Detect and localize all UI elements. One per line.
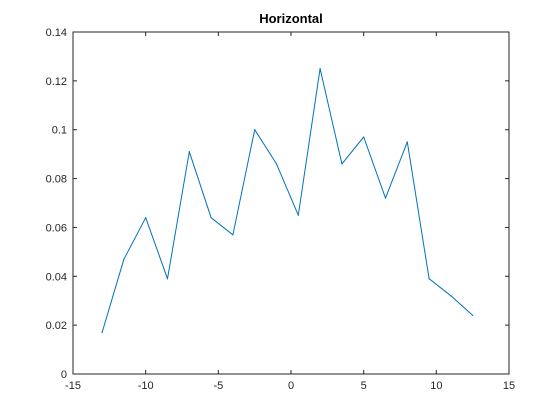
y-tick-label: 0.12 — [46, 76, 67, 88]
data-point — [232, 234, 234, 236]
y-axis: 0 0.02 0.04 0.06 0.08 0.1 0.12 0.14 — [46, 27, 509, 381]
y-tick-label: 0.08 — [46, 174, 67, 186]
data-point — [275, 163, 278, 165]
data-point — [450, 295, 452, 297]
data-point — [254, 129, 256, 131]
x-tick-label: -5 — [213, 380, 223, 392]
y-tick-label: 0.06 — [46, 222, 67, 234]
data-point — [472, 314, 474, 316]
plot-area — [72, 31, 510, 375]
series-layer — [101, 68, 474, 334]
data-point — [384, 197, 387, 199]
x-tick-label: 0 — [288, 380, 294, 392]
data-point — [210, 217, 212, 219]
data-point — [363, 136, 365, 138]
data-point — [428, 278, 430, 280]
data-point — [319, 68, 321, 70]
data-point — [101, 331, 103, 334]
y-tick-label: 0.04 — [46, 271, 67, 283]
chart-title: Horizontal — [259, 11, 323, 26]
data-point — [145, 217, 147, 219]
x-tick-label: 10 — [430, 380, 442, 392]
data-point — [297, 214, 299, 216]
x-tick-label: 5 — [361, 380, 367, 392]
data-point — [188, 151, 190, 153]
data-point — [341, 163, 343, 165]
x-tick-label: -10 — [138, 380, 154, 392]
x-tick-label: 15 — [503, 380, 515, 392]
x-tick-label: -15 — [65, 380, 81, 392]
data-point — [166, 278, 169, 280]
y-tick-label: 0.14 — [46, 27, 67, 39]
x-axis: -15 -10 -5 0 5 10 15 — [65, 32, 515, 392]
data-point — [406, 141, 408, 143]
data-point — [123, 258, 125, 260]
y-tick-label: 0 — [61, 369, 67, 381]
series-line — [101, 68, 474, 333]
y-tick-label: 0.1 — [52, 125, 67, 137]
y-tick-label: 0.02 — [46, 320, 67, 332]
